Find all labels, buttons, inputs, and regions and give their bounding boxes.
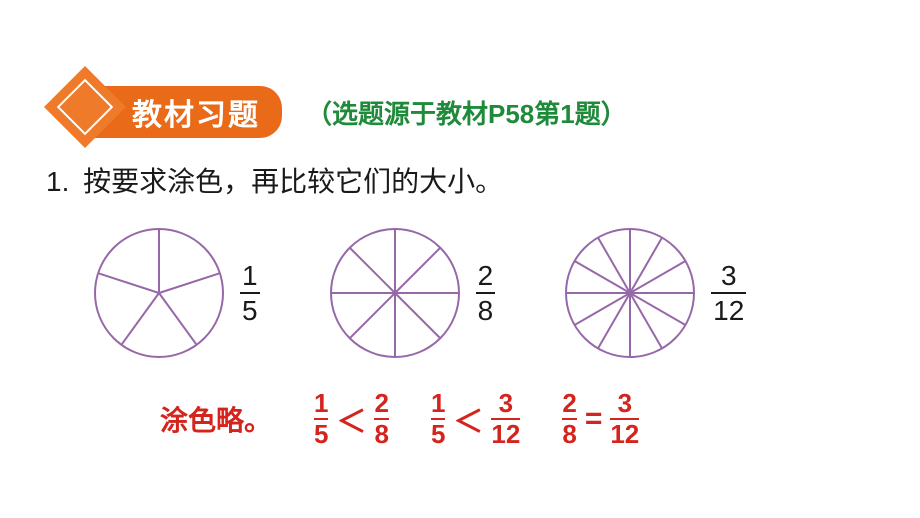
compare-op: = [583,402,605,436]
question-line: 1. 按要求涂色，再比较它们的大小。 [46,160,503,200]
diamond-icon [48,70,122,144]
answer-row: 涂色略。 15＜2815＜31228=312 [160,390,639,447]
fraction-label: 312 [711,261,746,326]
circles-row: 15 28 312 [92,226,746,360]
comparisons: 15＜2815＜31228=312 [314,390,639,447]
fraction: 15 [431,390,445,447]
fraction: 15 [314,390,328,447]
circle-group-2: 312 [563,226,746,360]
comparison-2: 28=312 [562,390,639,447]
compare-op: ＜ [334,397,368,441]
pie-circle [92,226,226,360]
question-text: 按要求涂色，再比较它们的大小。 [83,166,503,197]
fraction: 312 [491,390,520,447]
fraction: 28 [562,390,576,447]
fraction: 28 [374,390,388,447]
source-note: （选题源于教材P58第1题） [306,94,627,131]
answer-label: 涂色略。 [160,399,272,439]
header-badge: 教材习题 [56,86,282,138]
comparison-1: 15＜312 [431,390,520,447]
comparison-0: 15＜28 [314,390,389,447]
fraction: 312 [610,390,639,447]
compare-op: ＜ [451,397,485,441]
header-row: 教材习题 （选题源于教材P58第1题） [56,86,627,138]
pie-circle [328,226,462,360]
question-number: 1. [46,166,69,197]
fraction-label: 15 [240,261,260,326]
fraction-label: 28 [476,261,496,326]
pie-circle [563,226,697,360]
circle-group-1: 28 [328,226,496,360]
circle-group-0: 15 [92,226,260,360]
